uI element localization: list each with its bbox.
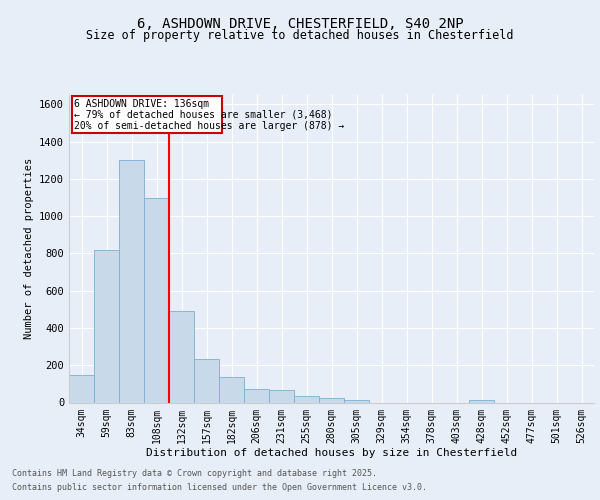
Text: Contains public sector information licensed under the Open Government Licence v3: Contains public sector information licen…: [12, 483, 427, 492]
FancyBboxPatch shape: [71, 96, 221, 133]
Text: 20% of semi-detached houses are larger (878) →: 20% of semi-detached houses are larger (…: [74, 120, 345, 130]
Text: Contains HM Land Registry data © Crown copyright and database right 2025.: Contains HM Land Registry data © Crown c…: [12, 470, 377, 478]
Bar: [319, 398, 344, 402]
Bar: [69, 374, 94, 402]
Y-axis label: Number of detached properties: Number of detached properties: [23, 158, 34, 340]
Text: 6 ASHDOWN DRIVE: 136sqm: 6 ASHDOWN DRIVE: 136sqm: [74, 100, 209, 110]
X-axis label: Distribution of detached houses by size in Chesterfield: Distribution of detached houses by size …: [146, 448, 517, 458]
Text: Size of property relative to detached houses in Chesterfield: Size of property relative to detached ho…: [86, 30, 514, 43]
Bar: [144, 198, 169, 402]
Bar: [194, 358, 219, 403]
Bar: [169, 311, 194, 402]
Bar: [469, 400, 494, 402]
Text: 6, ASHDOWN DRIVE, CHESTERFIELD, S40 2NP: 6, ASHDOWN DRIVE, CHESTERFIELD, S40 2NP: [137, 16, 463, 30]
Bar: [269, 390, 294, 402]
Text: ← 79% of detached houses are smaller (3,468): ← 79% of detached houses are smaller (3,…: [74, 110, 333, 120]
Bar: [94, 250, 119, 402]
Bar: [119, 160, 144, 402]
Bar: [344, 400, 369, 402]
Bar: [294, 396, 319, 402]
Bar: [244, 390, 269, 402]
Bar: [219, 378, 244, 402]
